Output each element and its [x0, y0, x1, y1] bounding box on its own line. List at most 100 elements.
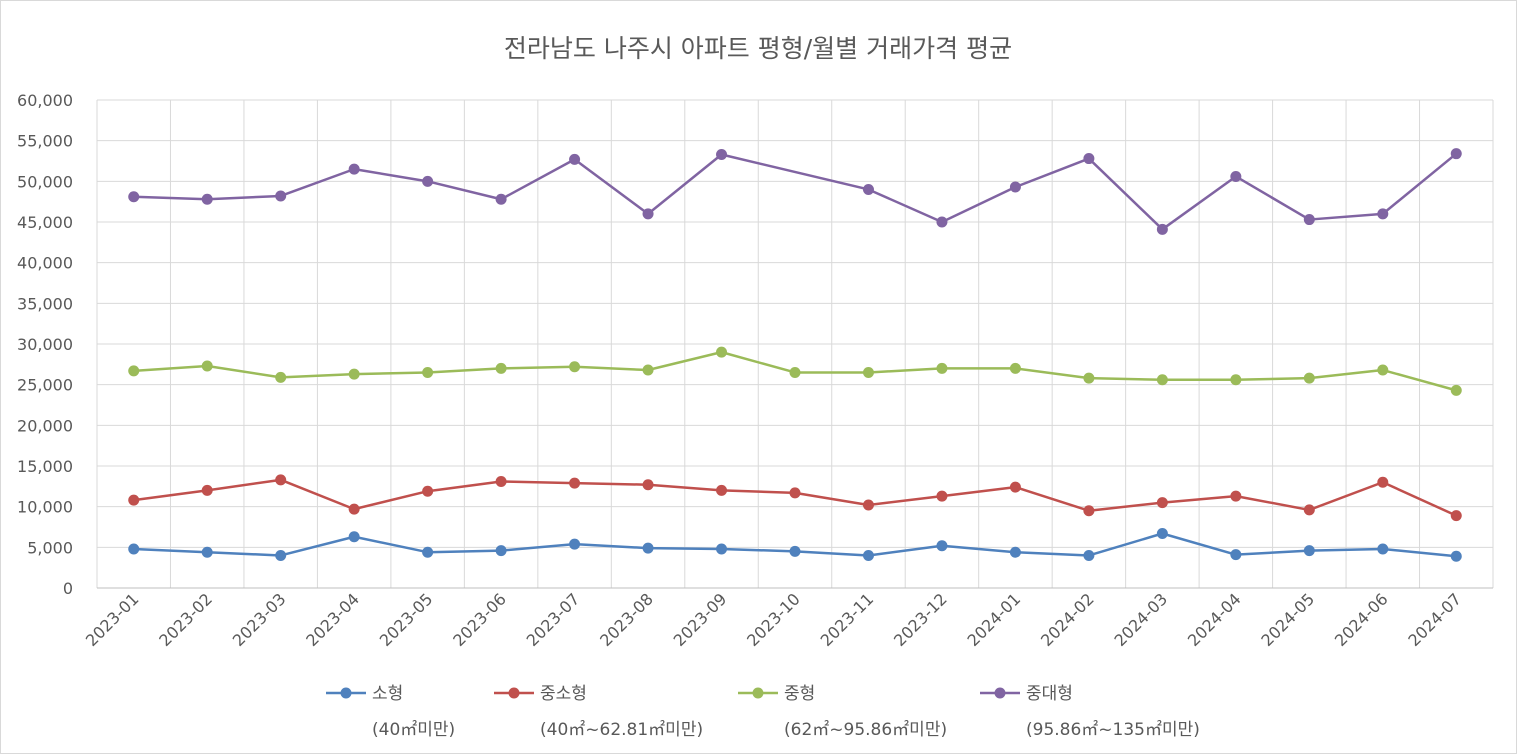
- data-point: [495, 362, 507, 374]
- data-point: [348, 368, 360, 380]
- data-point: [936, 540, 948, 552]
- y-tick-label: 25,000: [17, 376, 73, 395]
- data-point: [1303, 504, 1315, 516]
- data-point: [1230, 549, 1242, 561]
- y-tick-label: 5,000: [27, 538, 73, 557]
- data-point: [642, 364, 654, 376]
- x-axis-tick-labels: 2023-01 2023-02 2023-03 2023-04 2023-05 2023-…: [82, 589, 1465, 650]
- data-point: [1377, 364, 1389, 376]
- y-tick-label: 40,000: [17, 254, 73, 273]
- y-tick-label: 35,000: [17, 294, 73, 313]
- data-point: [936, 490, 948, 502]
- series-lines: [128, 148, 1462, 562]
- legend-sublabel: (95.86㎡~135㎡미만): [1026, 720, 1200, 740]
- grid-lines: [96, 99, 1494, 588]
- data-point: [495, 545, 507, 557]
- data-point: [1303, 372, 1315, 384]
- data-point: [1303, 214, 1315, 226]
- series-3: [128, 148, 1462, 235]
- data-point: [569, 538, 581, 550]
- legend-label: 중형: [784, 684, 815, 704]
- data-point: [1450, 510, 1462, 522]
- data-point: [1230, 374, 1242, 386]
- y-tick-label: 60,000: [17, 91, 73, 110]
- data-point: [1230, 490, 1242, 502]
- data-point: [1156, 374, 1168, 386]
- data-point: [642, 479, 654, 491]
- x-tick-label: 2023-07: [523, 589, 584, 650]
- data-point: [495, 193, 507, 205]
- x-tick-label: 2023-01: [82, 589, 143, 650]
- data-point: [128, 191, 140, 203]
- data-point: [128, 494, 140, 506]
- data-point: [1083, 153, 1095, 165]
- x-tick-label: 2023-03: [229, 589, 290, 650]
- legend-label: 중대형: [1026, 684, 1073, 704]
- data-point: [1156, 497, 1168, 509]
- data-point: [422, 546, 434, 558]
- y-tick-label: 0: [63, 579, 73, 598]
- x-tick-label: 2023-02: [155, 589, 216, 650]
- data-point: [1450, 550, 1462, 562]
- data-point: [716, 484, 728, 496]
- data-point: [201, 193, 213, 205]
- data-point: [862, 499, 874, 511]
- data-point: [1377, 208, 1389, 220]
- series-2: [128, 346, 1462, 396]
- data-point: [1303, 545, 1315, 557]
- data-point: [862, 183, 874, 195]
- legend-label: 중소형: [540, 684, 587, 704]
- series-1: [128, 474, 1462, 522]
- data-point: [128, 365, 140, 377]
- data-point: [1450, 384, 1462, 396]
- x-tick-label: 2024-01: [964, 589, 1025, 650]
- legend-swatch-marker: [340, 687, 352, 699]
- data-point: [1156, 223, 1168, 235]
- x-tick-label: 2023-12: [890, 589, 951, 650]
- y-tick-label: 30,000: [17, 335, 73, 354]
- data-point: [789, 487, 801, 499]
- data-point: [422, 485, 434, 497]
- y-tick-label: 45,000: [17, 213, 73, 232]
- data-point: [936, 216, 948, 228]
- y-tick-label: 50,000: [17, 172, 73, 191]
- data-point: [422, 366, 434, 378]
- data-point: [862, 366, 874, 378]
- data-point: [128, 543, 140, 555]
- data-point: [642, 542, 654, 554]
- data-point: [1083, 505, 1095, 517]
- data-point: [495, 475, 507, 487]
- legend-entry: 중형 (62㎡~95.86㎡미만): [738, 684, 947, 740]
- data-point: [275, 371, 287, 383]
- legend-entry: 중소형 (40㎡~62.81㎡미만): [494, 684, 703, 740]
- data-point: [716, 148, 728, 160]
- x-tick-label: 2023-09: [670, 589, 731, 650]
- x-tick-label: 2024-05: [1257, 589, 1318, 650]
- data-point: [716, 346, 728, 358]
- legend: 소형 (40㎡미만) 중소형 (40㎡~62.81㎡미만) 중형 (62㎡~95.86㎡미…: [326, 684, 1200, 740]
- data-point: [1230, 170, 1242, 182]
- x-tick-label: 2023-06: [449, 589, 510, 650]
- data-point: [275, 190, 287, 202]
- data-point: [789, 545, 801, 557]
- data-point: [1377, 543, 1389, 555]
- data-point: [1009, 362, 1021, 374]
- legend-swatch-marker: [994, 687, 1006, 699]
- data-point: [1083, 549, 1095, 561]
- data-point: [275, 474, 287, 486]
- data-point: [422, 175, 434, 187]
- data-point: [1009, 546, 1021, 558]
- y-tick-label: 15,000: [17, 457, 73, 476]
- data-point: [1083, 372, 1095, 384]
- x-tick-label: 2024-03: [1110, 589, 1171, 650]
- series-line: [133, 152, 1458, 231]
- data-point: [569, 153, 581, 165]
- data-point: [1009, 181, 1021, 193]
- data-point: [1156, 528, 1168, 540]
- x-tick-label: 2023-10: [743, 589, 804, 650]
- data-point: [348, 531, 360, 543]
- y-tick-label: 20,000: [17, 416, 73, 435]
- data-point: [716, 543, 728, 555]
